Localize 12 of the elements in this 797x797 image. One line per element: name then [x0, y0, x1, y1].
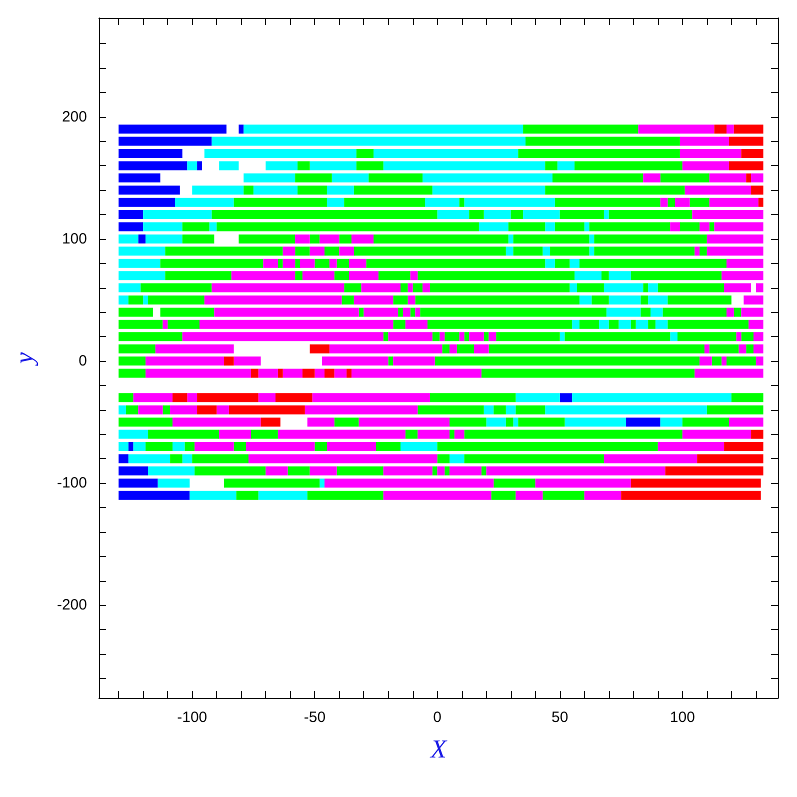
y-axis-title: y — [10, 352, 38, 367]
y-tick-label: 200 — [62, 108, 87, 126]
x-tick-label: -100 — [177, 709, 208, 726]
x-tick-label: 100 — [670, 709, 695, 726]
x-tick-label: 50 — [551, 709, 568, 726]
x-tick-label: -50 — [304, 709, 326, 726]
x-axis-title: X — [430, 734, 448, 764]
y-tick-label: -100 — [56, 474, 87, 492]
y-tick-label: -200 — [56, 596, 87, 614]
x-tick-label: 0 — [433, 709, 442, 726]
y-tick-label: 0 — [78, 352, 87, 370]
y-tick-label: 100 — [62, 230, 87, 248]
